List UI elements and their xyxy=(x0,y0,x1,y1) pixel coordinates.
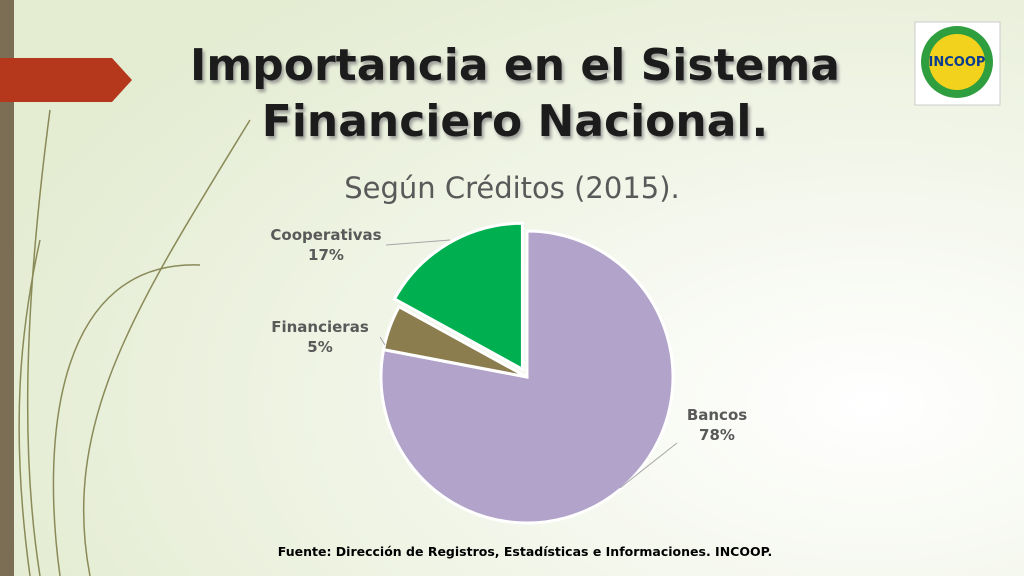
side-bar xyxy=(0,0,14,576)
decor-lines xyxy=(18,109,251,576)
leader-line xyxy=(619,442,678,489)
logo: INCOOP xyxy=(914,21,1001,106)
slice-value-label: 78% xyxy=(699,426,735,444)
slice-value-label: 5% xyxy=(307,338,332,356)
arrow-banner xyxy=(0,58,132,102)
slice-value-label: 17% xyxy=(308,246,344,264)
subtitle: Según Créditos (2015). xyxy=(344,171,680,205)
slide-title: Importancia en el Sistema Financiero Naci… xyxy=(190,40,840,147)
leader-line xyxy=(379,336,386,346)
pie: Bancos 78% Financieras 5% Cooperativas 17% xyxy=(270,221,747,525)
slice-label: Cooperativas xyxy=(270,226,381,244)
pie-slice xyxy=(392,221,524,372)
slice-label: Financieras xyxy=(271,318,369,336)
logo-text: INCOOP xyxy=(929,55,986,70)
source-note: Fuente: Dirección de Registros, Estadíst… xyxy=(278,544,772,559)
pie-slice xyxy=(381,304,528,379)
slice-label: Bancos xyxy=(687,406,747,424)
leader-line xyxy=(385,239,451,246)
